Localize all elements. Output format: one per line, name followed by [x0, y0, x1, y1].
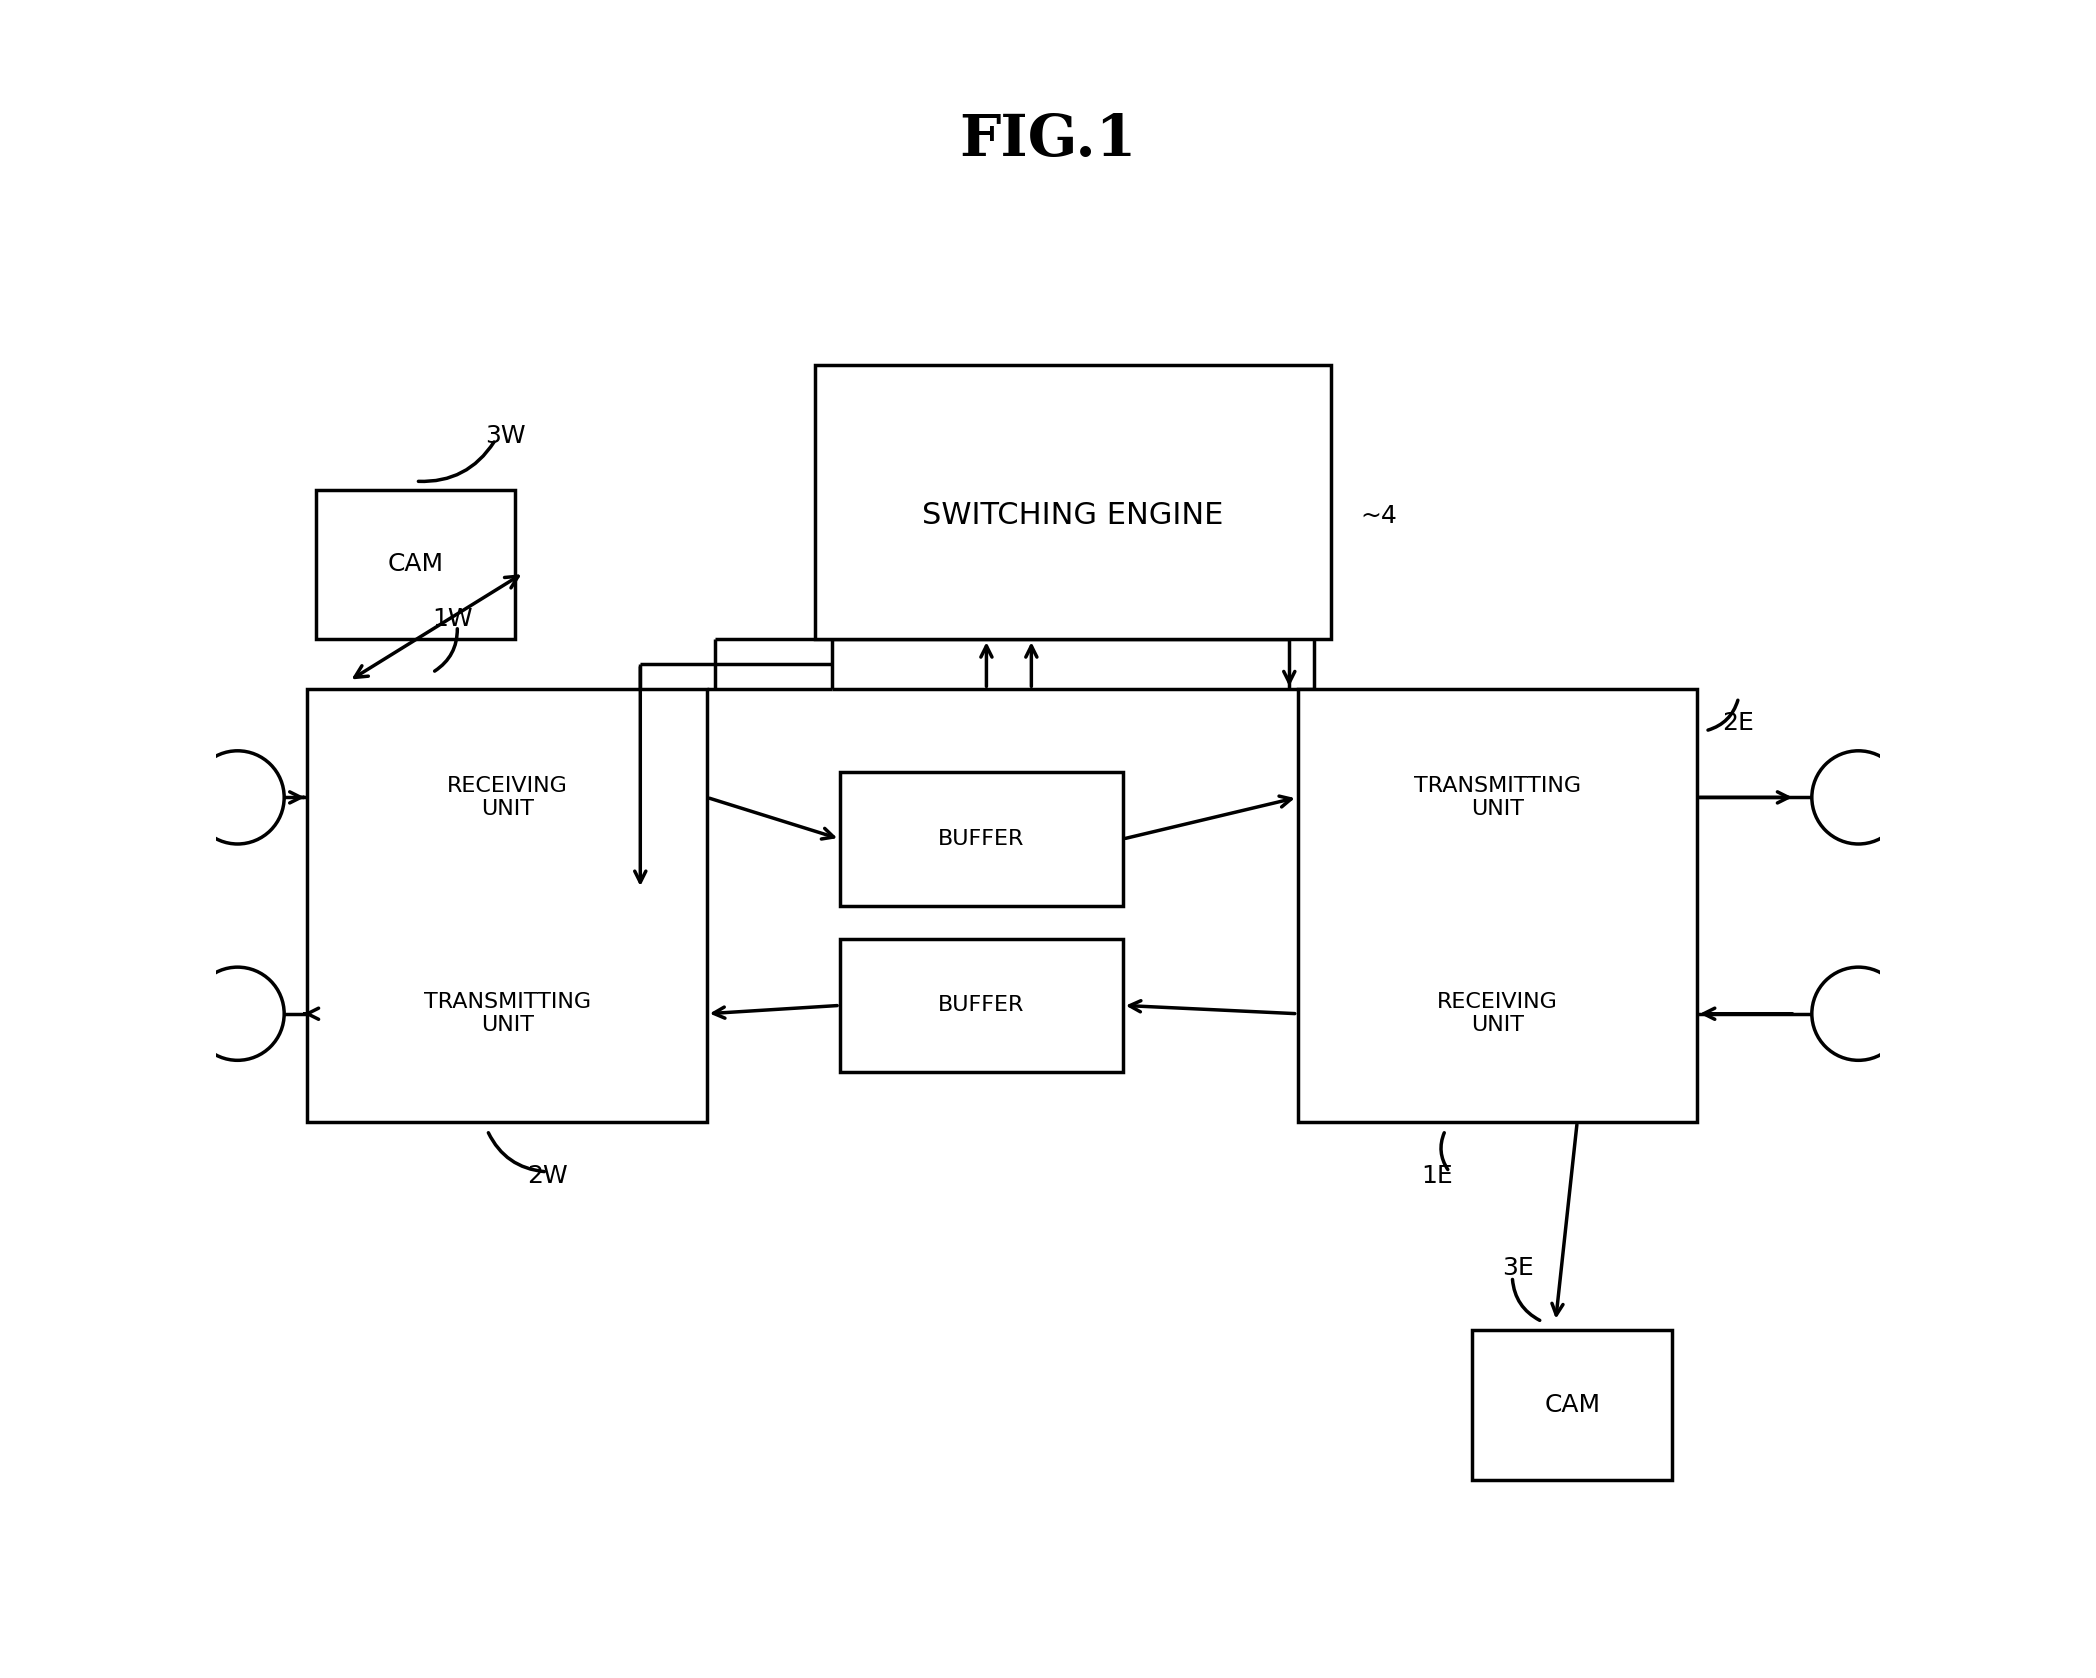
FancyBboxPatch shape	[308, 690, 706, 1123]
Text: 3W: 3W	[486, 425, 526, 448]
Text: TRANSMITTING
UNIT: TRANSMITTING UNIT	[1413, 775, 1580, 819]
FancyBboxPatch shape	[1297, 690, 1698, 1123]
FancyBboxPatch shape	[840, 772, 1123, 906]
Text: 2E: 2E	[1723, 710, 1754, 735]
FancyBboxPatch shape	[840, 940, 1123, 1072]
Text: BUFFER: BUFFER	[939, 995, 1025, 1015]
Text: BUFFER: BUFFER	[939, 829, 1025, 849]
Text: CAM: CAM	[1545, 1393, 1599, 1416]
Text: 1W: 1W	[432, 607, 474, 631]
Text: CAM: CAM	[388, 552, 444, 577]
Text: FIG.1: FIG.1	[960, 112, 1136, 168]
Text: SWITCHING ENGINE: SWITCHING ENGINE	[922, 502, 1224, 530]
Text: ~4: ~4	[1360, 503, 1398, 529]
FancyBboxPatch shape	[316, 490, 516, 639]
Text: RECEIVING
UNIT: RECEIVING UNIT	[1438, 992, 1557, 1035]
FancyBboxPatch shape	[1471, 1331, 1673, 1480]
Text: RECEIVING
UNIT: RECEIVING UNIT	[446, 775, 568, 819]
Text: 1E: 1E	[1421, 1163, 1453, 1188]
Text: 3E: 3E	[1503, 1257, 1534, 1280]
FancyBboxPatch shape	[815, 364, 1331, 639]
Text: 2W: 2W	[526, 1163, 568, 1188]
Text: TRANSMITTING
UNIT: TRANSMITTING UNIT	[423, 992, 591, 1035]
